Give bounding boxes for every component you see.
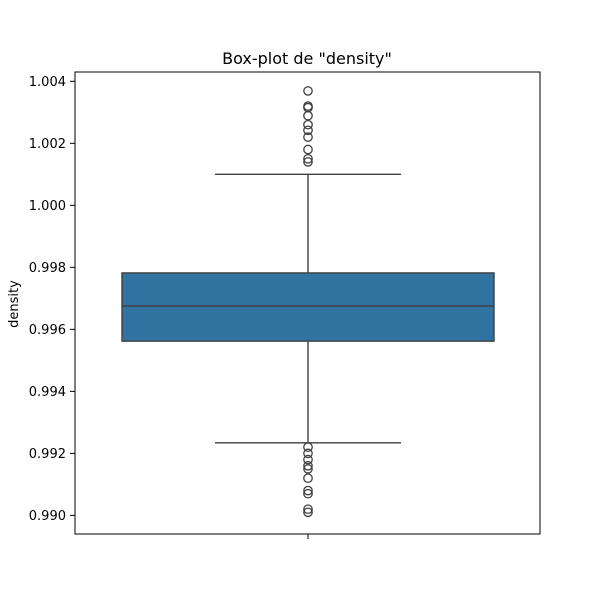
outlier-point — [303, 132, 313, 142]
outlier-point — [303, 485, 313, 496]
outlier-point — [303, 119, 313, 130]
outlier-point — [303, 488, 313, 499]
y-tick-label: 1.000 — [29, 199, 66, 214]
outlier-point — [303, 507, 313, 518]
iqr-box — [121, 272, 495, 342]
outlier-point — [303, 460, 313, 471]
outlier-point — [303, 454, 313, 465]
y-tick-label: 0.996 — [29, 323, 66, 338]
outlier-point — [303, 144, 313, 155]
outlier-point — [303, 153, 313, 164]
outlier-point — [303, 110, 313, 121]
y-tick-label: 0.994 — [29, 385, 66, 400]
outlier-point — [303, 448, 313, 459]
y-axis-label: density — [7, 280, 22, 328]
chart-title: Box-plot de "density" — [222, 49, 392, 68]
outlier-point — [303, 125, 313, 136]
outlier-point — [303, 473, 313, 484]
outlier-point — [303, 157, 313, 167]
outlier-point — [303, 504, 313, 515]
y-tick-label: 1.002 — [29, 137, 66, 152]
plot-area: 0.990 0.992 0.994 0.996 0.998 1.000 1.002 1.004 — [29, 71, 541, 539]
y-tick-label: 1.004 — [29, 75, 66, 90]
y-tick-label: 0.990 — [29, 509, 66, 524]
y-tick-label: 0.998 — [29, 261, 66, 276]
outlier-point — [303, 442, 313, 453]
y-tick-label: 0.992 — [29, 447, 66, 462]
outlier-point — [303, 86, 313, 96]
outlier-point — [303, 464, 313, 474]
